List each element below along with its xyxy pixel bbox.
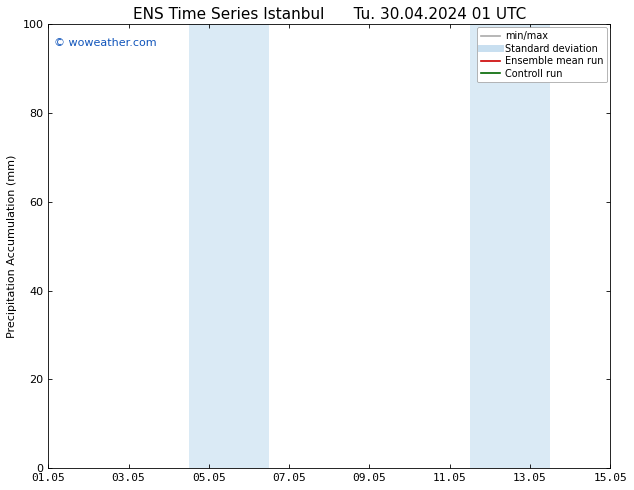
Legend: min/max, Standard deviation, Ensemble mean run, Controll run: min/max, Standard deviation, Ensemble me… bbox=[477, 27, 607, 82]
Text: © woweather.com: © woweather.com bbox=[54, 38, 157, 48]
Bar bbox=[189, 24, 269, 468]
Title: ENS Time Series Istanbul      Tu. 30.04.2024 01 UTC: ENS Time Series Istanbul Tu. 30.04.2024 … bbox=[133, 7, 526, 22]
Bar bbox=[470, 24, 550, 468]
Y-axis label: Precipitation Accumulation (mm): Precipitation Accumulation (mm) bbox=[7, 155, 17, 338]
